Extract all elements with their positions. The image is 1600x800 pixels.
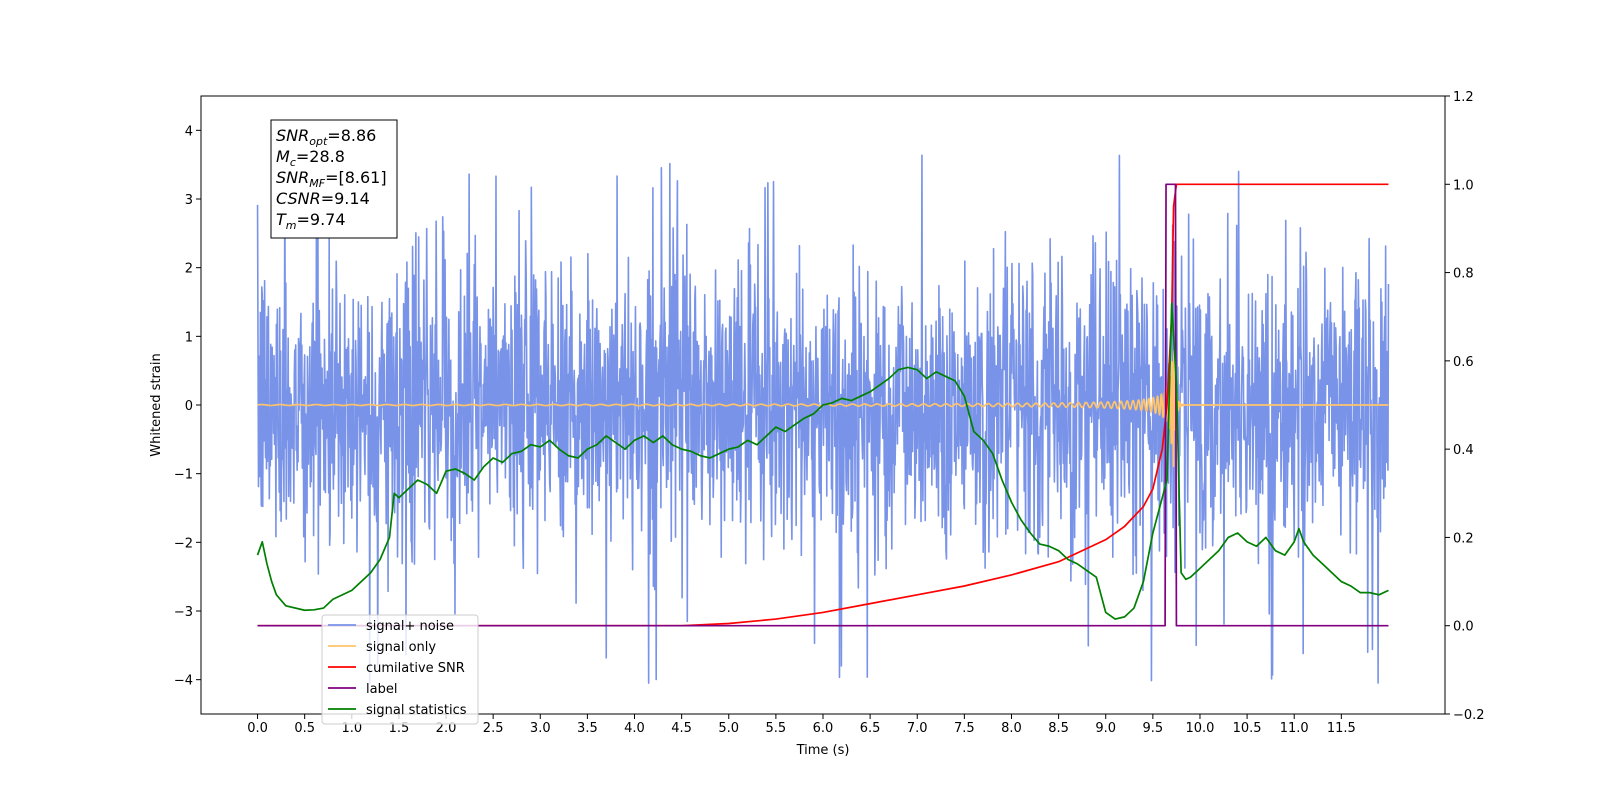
y-right-tick-label: 0.2 bbox=[1453, 531, 1474, 546]
x-tick-label: 6.5 bbox=[860, 721, 881, 736]
x-tick-label: 0.5 bbox=[294, 721, 315, 736]
x-axis-label: Time (s) bbox=[796, 743, 850, 758]
legend-label: signal statistics bbox=[366, 703, 467, 718]
series-signal-statistics bbox=[256, 302, 1389, 620]
y-right-tick-label: 0.8 bbox=[1453, 267, 1474, 282]
x-tick-label: 7.5 bbox=[954, 721, 975, 736]
legend-label: label bbox=[366, 682, 397, 697]
x-tick-label: 6.0 bbox=[813, 721, 834, 736]
legend-item: cumilative SNR bbox=[328, 661, 465, 676]
legend-label: signal+ noise bbox=[366, 619, 454, 634]
annotation-line: Tm=9.74 bbox=[276, 210, 346, 232]
annotation-line: SNRopt=8.86 bbox=[276, 126, 376, 148]
y-left-tick-label: 2 bbox=[185, 262, 193, 277]
x-tick-label: 4.5 bbox=[671, 721, 692, 736]
x-tick-label: 1.0 bbox=[341, 721, 362, 736]
x-tick-label: 11.0 bbox=[1280, 721, 1309, 736]
legend-label: cumilative SNR bbox=[366, 661, 465, 676]
y-right-tick-label: 1.0 bbox=[1453, 178, 1474, 193]
series-signal-noise bbox=[256, 154, 1390, 684]
x-axis: 0.0 0.5 1.0 1.5 2.0 2.5 3.0 3.5 4.0 4.5 5.0 5.5 6.0 6… bbox=[247, 714, 1356, 736]
x-tick-label: 8.5 bbox=[1048, 721, 1069, 736]
x-tick-label: 2.5 bbox=[483, 721, 504, 736]
y-left-tick-label: −4 bbox=[174, 674, 193, 689]
x-tick-label: 9.0 bbox=[1095, 721, 1116, 736]
y-left-tick-label: −2 bbox=[174, 536, 193, 551]
x-tick-label: 0.0 bbox=[247, 721, 268, 736]
y-left-tick-label: 4 bbox=[185, 124, 193, 139]
x-tick-label: 4.0 bbox=[624, 721, 645, 736]
annotation-line: SNRMF=[8.61] bbox=[276, 168, 387, 190]
x-tick-label: 5.0 bbox=[718, 721, 739, 736]
y-right-tick-label: 1.2 bbox=[1453, 90, 1474, 105]
y-axis-label: Whitened strain bbox=[149, 353, 164, 456]
annotation-line: CSNR=9.14 bbox=[276, 189, 370, 208]
legend: signal+ noise signal only cumilative SNR la… bbox=[321, 614, 479, 725]
legend-label: signal only bbox=[366, 640, 436, 655]
x-tick-label: 1.5 bbox=[389, 721, 410, 736]
y-right-tick-label: 0.0 bbox=[1453, 620, 1474, 635]
x-tick-label: 3.0 bbox=[530, 721, 551, 736]
y-left-tick-label: −3 bbox=[174, 605, 193, 620]
x-tick-label: 5.5 bbox=[766, 721, 787, 736]
x-tick-label: 2.0 bbox=[436, 721, 457, 736]
legend-item: signal+ noise bbox=[328, 619, 454, 634]
x-tick-label: 11.5 bbox=[1327, 721, 1356, 736]
y-right-tick-label: 0.4 bbox=[1453, 443, 1474, 458]
x-tick-label: 10.0 bbox=[1185, 721, 1214, 736]
series-cumilative-snr bbox=[257, 183, 1389, 627]
x-tick-label: 8.0 bbox=[1001, 721, 1022, 736]
x-tick-label: 3.5 bbox=[577, 721, 598, 736]
x-tick-label: 10.5 bbox=[1233, 721, 1262, 736]
series-label bbox=[257, 183, 1389, 627]
y-left-tick-label: 3 bbox=[185, 193, 193, 208]
y-left-tick-label: −1 bbox=[174, 468, 193, 483]
y-axis-right: 1.2 1.0 0.8 0.6 0.4 0.2 0.0 −0.2 bbox=[1445, 90, 1485, 723]
annotation-frame bbox=[270, 119, 398, 239]
legend-item: label bbox=[328, 682, 397, 697]
legend-frame bbox=[321, 614, 479, 725]
annotation-line: Mc=28.8 bbox=[276, 147, 345, 169]
y-left-tick-label: 0 bbox=[185, 399, 193, 414]
y-right-tick-label: 0.6 bbox=[1453, 355, 1474, 370]
series-layer bbox=[256, 154, 1390, 684]
y-left-tick-label: 1 bbox=[185, 330, 193, 345]
legend-item: signal only bbox=[328, 640, 436, 655]
legend-item: signal statistics bbox=[328, 703, 467, 718]
x-tick-label: 9.5 bbox=[1143, 721, 1164, 736]
y-right-tick-label: −0.2 bbox=[1453, 708, 1485, 723]
x-tick-label: 7.0 bbox=[907, 721, 928, 736]
y-axis-left: 4 3 2 1 0 −1 −2 −3 −4 bbox=[174, 124, 201, 689]
